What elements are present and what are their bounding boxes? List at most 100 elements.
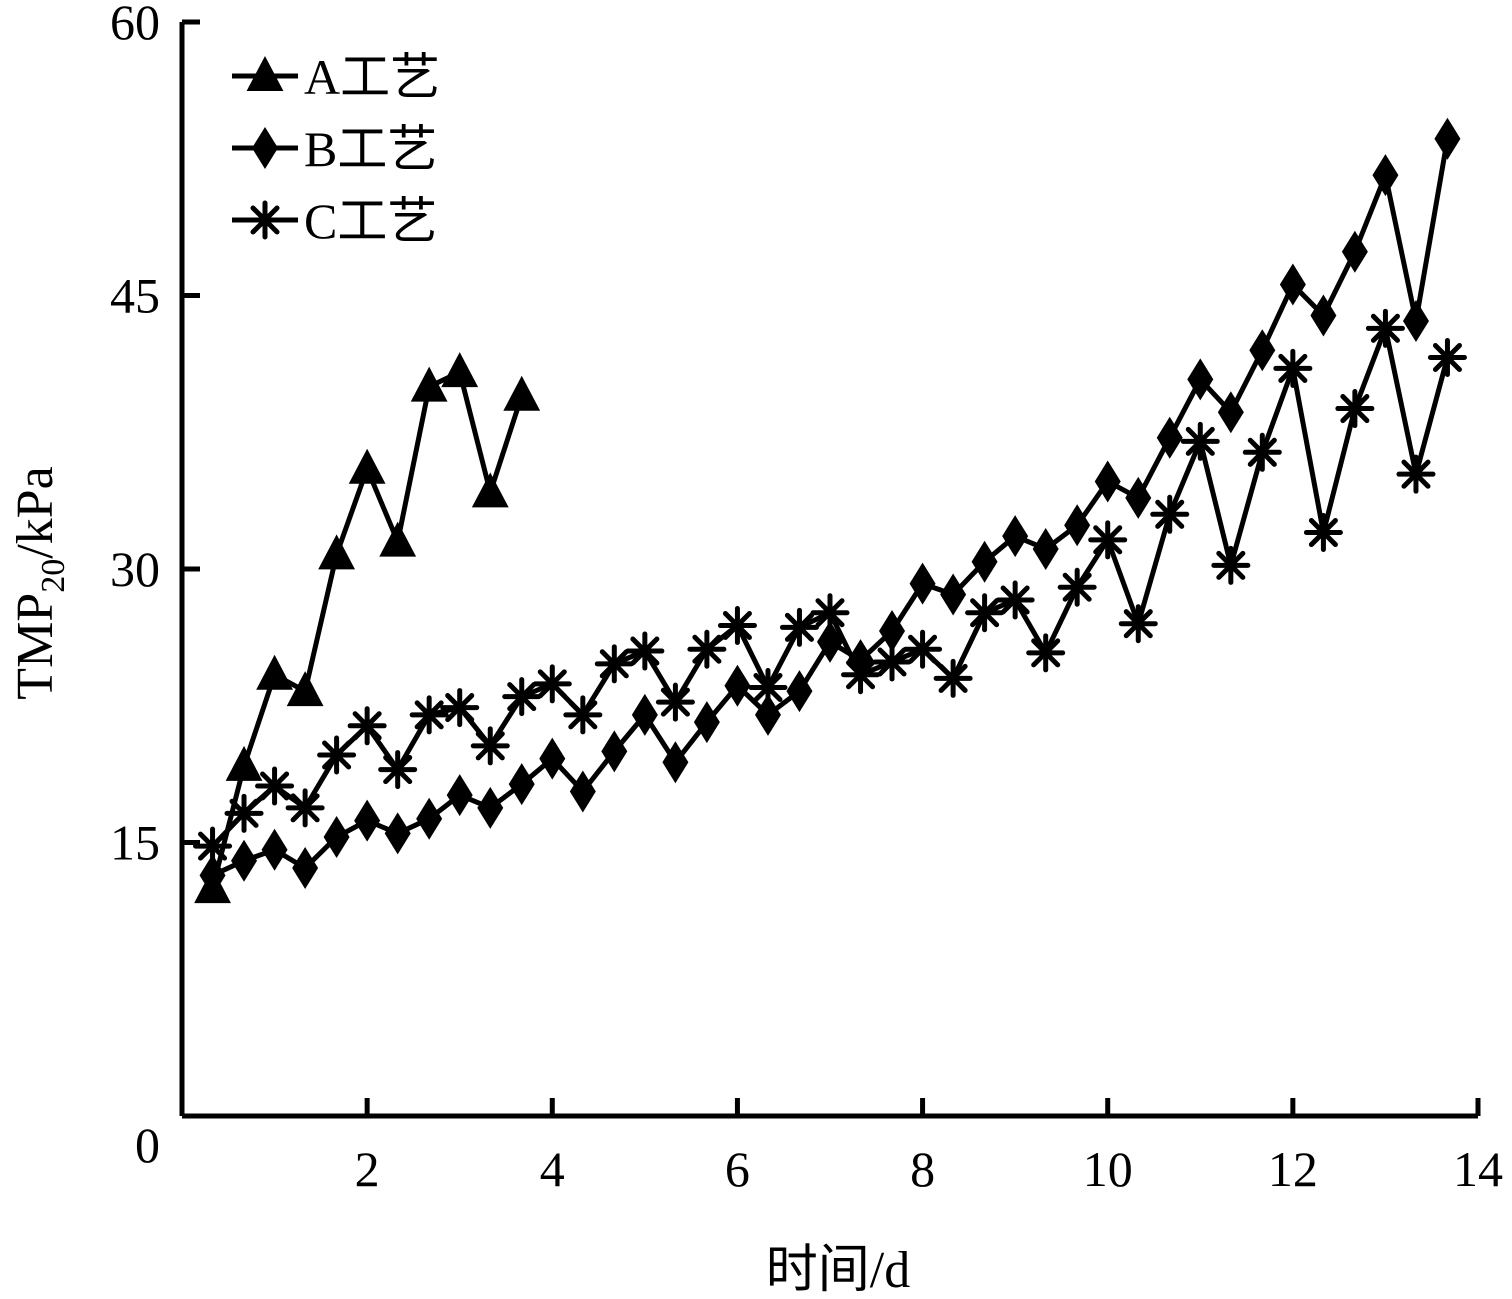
data-point [1118, 604, 1158, 644]
data-point [503, 375, 541, 411]
x-tick-label: 6 [725, 1141, 750, 1197]
data-point [471, 472, 509, 508]
data-point [416, 797, 443, 840]
data-point [965, 593, 1005, 633]
series-star [193, 308, 1467, 866]
data-point [841, 655, 881, 695]
legend-entry: A工艺 [232, 49, 440, 105]
data-point [379, 521, 417, 557]
data-point [410, 366, 448, 402]
data-point [569, 770, 596, 813]
data-point [470, 726, 510, 766]
data-point [693, 701, 720, 744]
data-point [933, 658, 973, 698]
legend-label: B工艺 [304, 121, 437, 177]
y-tick-label: 45 [110, 268, 160, 324]
data-point [655, 682, 695, 722]
y-axis-title-main: TMP [7, 593, 64, 700]
data-point [199, 854, 226, 897]
legend-entry: B工艺 [232, 121, 437, 177]
data-point [563, 695, 603, 735]
data-point [687, 629, 727, 669]
data-point [292, 847, 319, 890]
data-point [662, 741, 689, 784]
data-point [909, 562, 936, 605]
data-point [786, 670, 813, 713]
data-point [779, 607, 819, 647]
data-point [1094, 460, 1121, 503]
axes: 2 4 6 8 10 12 14 0 15 30 45 60 [110, 0, 1503, 1197]
data-point [502, 677, 542, 717]
data-point [1396, 454, 1436, 494]
data-point [285, 788, 325, 828]
data-point [872, 642, 912, 682]
data-point [1125, 476, 1152, 519]
data-point [1303, 513, 1343, 553]
data-point [1341, 230, 1368, 273]
series-triangle [194, 352, 541, 904]
series-diamond [199, 117, 1461, 897]
data-point [1156, 416, 1183, 459]
data-point [625, 631, 665, 671]
data-point [1057, 567, 1097, 607]
data-point [1211, 545, 1251, 585]
data-point [748, 668, 788, 708]
y-axis-title-unit: /kPa [7, 466, 64, 558]
data-point [754, 693, 781, 736]
data-point [601, 730, 628, 773]
y-tick-label: 15 [110, 815, 160, 871]
data-point [1150, 494, 1190, 534]
legend-label: A工艺 [304, 49, 440, 105]
x-tick-label: 14 [1453, 1141, 1503, 1197]
legend-label: C工艺 [304, 193, 437, 249]
data-point [1242, 432, 1282, 472]
y-axis-title-subscript: 20 [35, 559, 72, 593]
data-point [378, 750, 418, 790]
data-point [384, 812, 411, 855]
data-point [477, 786, 504, 829]
data-point [347, 706, 387, 746]
data-point [1249, 329, 1276, 372]
legend-marker [245, 200, 285, 240]
data-point [1279, 263, 1306, 306]
data-point [532, 664, 572, 704]
series-layer [193, 117, 1467, 904]
data-point [318, 534, 355, 570]
data-point [224, 793, 264, 833]
data-point [440, 688, 480, 728]
legend-marker [246, 56, 284, 91]
data-point [231, 839, 258, 882]
data-point [193, 826, 233, 866]
x-tick-label: 10 [1083, 1141, 1133, 1197]
data-point [225, 745, 263, 781]
data-point [441, 352, 479, 388]
x-axis-title: 时间/d [766, 1242, 910, 1299]
data-point [1064, 504, 1091, 547]
data-point [317, 735, 357, 775]
data-point [1273, 348, 1313, 388]
x-tick-label: 8 [910, 1141, 935, 1197]
data-point [1026, 633, 1066, 673]
y-axis-title: TMP20/kPa [7, 466, 72, 699]
data-point [1032, 527, 1059, 570]
data-point [631, 693, 658, 736]
data-point [409, 695, 449, 735]
data-point [724, 664, 751, 707]
y-tick-label: 0 [135, 1117, 160, 1173]
data-point [1427, 337, 1467, 377]
data-point [1002, 515, 1029, 558]
data-point [971, 540, 998, 583]
y-tick-label: 30 [110, 541, 160, 597]
legend-marker [252, 127, 278, 169]
data-point [256, 654, 293, 690]
data-point [286, 671, 324, 707]
data-point [1335, 389, 1375, 429]
y-tick-label: 60 [110, 0, 160, 50]
data-point [1180, 421, 1220, 461]
data-point [1402, 300, 1429, 343]
data-point [879, 609, 906, 652]
data-point [995, 580, 1035, 620]
data-point [1187, 358, 1214, 401]
data-point [940, 573, 967, 616]
data-point [903, 629, 943, 669]
